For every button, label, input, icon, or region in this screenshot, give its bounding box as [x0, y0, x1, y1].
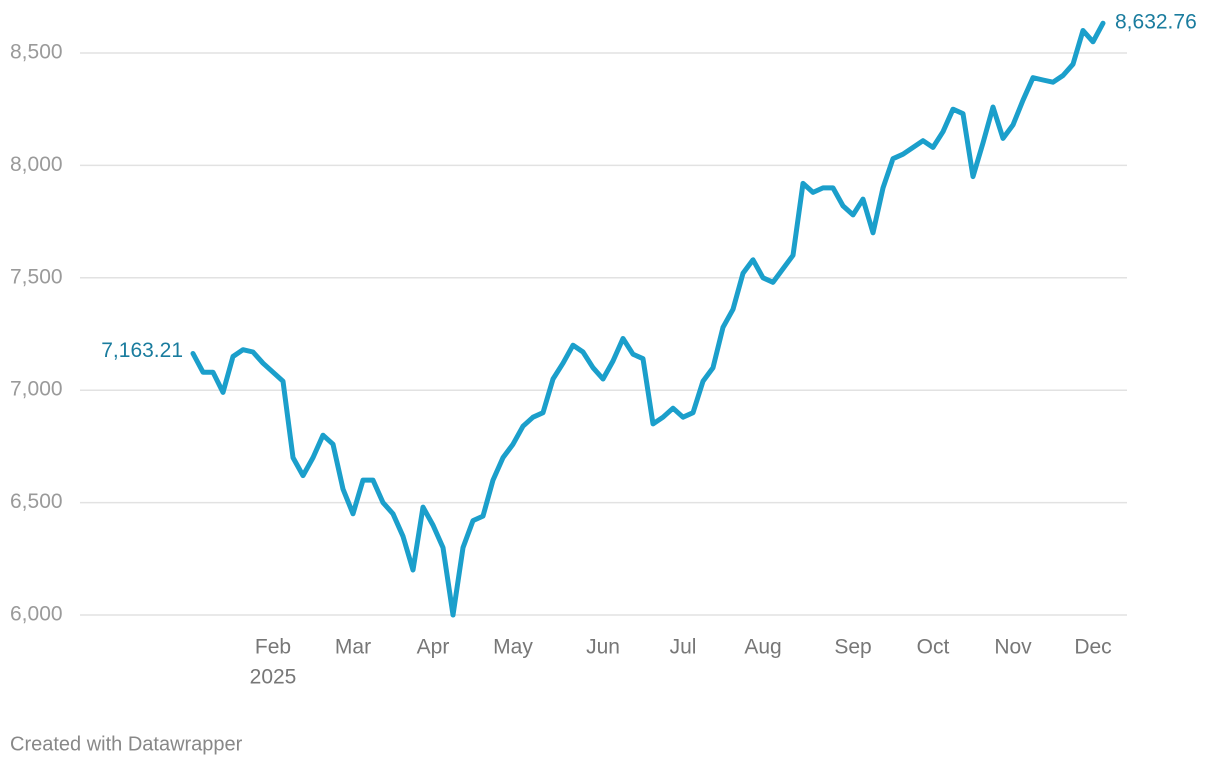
x-tick-label: Jun: [586, 636, 620, 659]
x-tick-label: Sep: [834, 636, 871, 659]
line: [190, 20, 1106, 618]
x-tick-label: Oct: [917, 636, 950, 659]
value-label: 8,632.76: [1115, 11, 1197, 34]
x-year-label: 2025: [250, 666, 297, 689]
x-tick-label: Dec: [1074, 636, 1111, 659]
y-tick-label: 8,000: [10, 153, 63, 176]
x-tick-label: Jul: [670, 636, 697, 659]
x-tick-label: Feb: [255, 636, 291, 659]
x-tick-label: Apr: [417, 636, 450, 659]
y-tick-label: 6,000: [10, 603, 63, 626]
x-tick-label: May: [493, 636, 533, 659]
y-tick-label: 7,500: [10, 265, 63, 288]
x-tick-label: Nov: [994, 636, 1032, 659]
footer: Created with Datawrapper: [10, 733, 243, 755]
y-tick-label: 8,500: [10, 41, 63, 64]
value-label: 7,163.21: [101, 339, 183, 362]
y-tick-label: 6,500: [10, 490, 63, 513]
x-tick-label: Aug: [744, 636, 781, 659]
x-tick-label: Mar: [335, 636, 371, 659]
y-tick-label: 7,000: [10, 378, 63, 401]
